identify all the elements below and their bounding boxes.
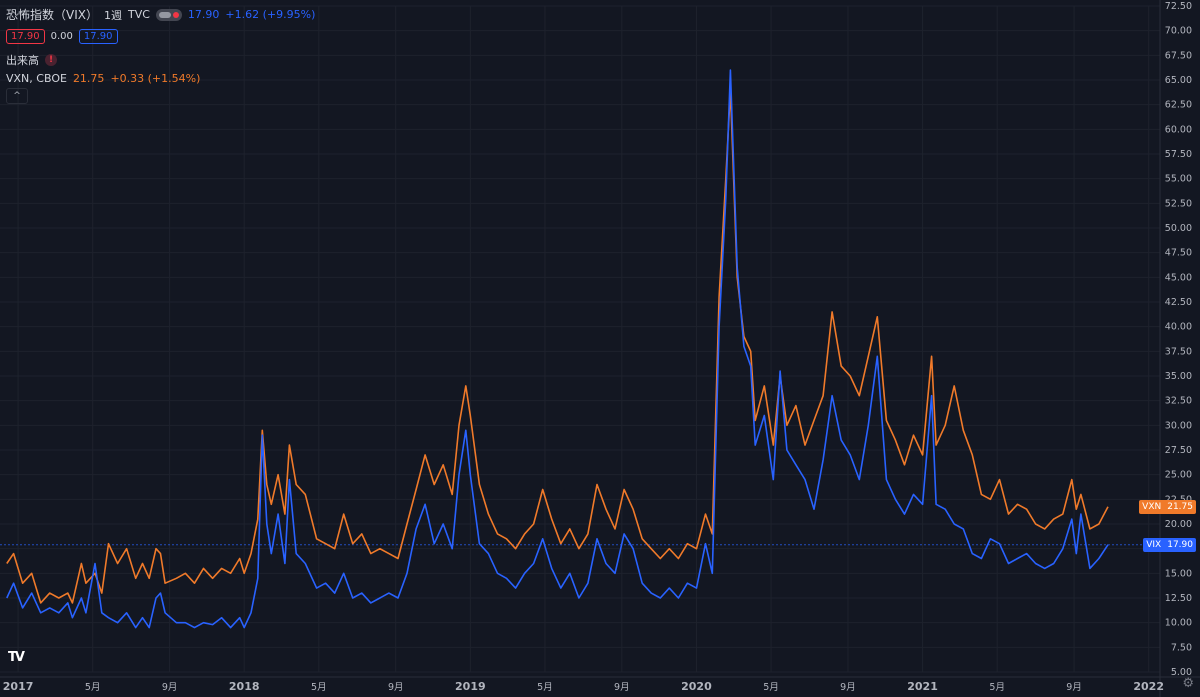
y-tick-label: 50.00	[1165, 223, 1192, 234]
grid-lines	[0, 5, 1160, 673]
x-tick-label: 9月	[840, 682, 856, 693]
y-tick-label: 12.50	[1165, 593, 1192, 604]
toggle-status-icon	[172, 11, 179, 18]
price-change: +1.62 (+9.95%)	[225, 8, 316, 21]
vxn-change: +0.33 (+1.54%)	[110, 72, 201, 85]
volume-legend: 出来高 !	[6, 52, 57, 68]
vxn-legend: VXN, CBOE 21.75 +0.33 (+1.54%)	[6, 72, 200, 85]
y-tick-label: 52.50	[1165, 198, 1192, 209]
toggle-knob-icon	[158, 11, 171, 18]
y-tick-label: 37.50	[1165, 346, 1192, 357]
symbol-title[interactable]: 恐怖指数（VIX）	[6, 8, 98, 22]
vxn-tag-name: VXN	[1142, 501, 1162, 512]
x-tick-label: 9月	[162, 682, 178, 693]
y-tick-label: 60.00	[1165, 124, 1192, 135]
y-tick-label: 10.00	[1165, 618, 1192, 629]
y-tick-label: 5.00	[1171, 667, 1192, 678]
y-tick-label: 70.00	[1165, 26, 1192, 37]
vix-price-tag: VIX 17.90	[1143, 537, 1196, 552]
y-tick-label: 72.50	[1165, 1, 1192, 12]
y-tick-label: 25.00	[1165, 470, 1192, 481]
x-tick-label: 5月	[989, 682, 1005, 693]
x-tick-label: 2022	[1133, 680, 1164, 693]
series-lines	[6, 69, 1109, 629]
ask-box[interactable]: 17.90	[78, 29, 118, 44]
y-tick-label: 65.00	[1165, 75, 1192, 86]
gear-icon[interactable]: ⚙	[1182, 676, 1194, 691]
vxn-label[interactable]: VXN, CBOE	[6, 72, 67, 85]
y-tick-label: 15.00	[1165, 568, 1192, 579]
x-tick-label: 2019	[455, 680, 486, 693]
collapse-legend-button[interactable]: ^	[6, 88, 28, 104]
volume-label[interactable]: 出来高	[6, 54, 39, 67]
y-tick-label: 45.00	[1165, 272, 1192, 283]
y-tick-label: 47.50	[1165, 248, 1192, 259]
visibility-toggle[interactable]	[155, 8, 182, 21]
y-tick-label: 42.50	[1165, 297, 1192, 308]
time-axis: 2017 5月 9月 2018 5月 9月 2019 5月 9月 2020 5月 9月 2021 5月 9月…	[0, 676, 1200, 693]
x-tick-label: 5月	[763, 682, 779, 693]
x-tick-label: 9月	[388, 682, 404, 693]
x-tick-label: 2021	[907, 680, 938, 693]
x-tick-label: 5月	[311, 682, 327, 693]
x-tick-label: 2018	[229, 680, 260, 693]
warning-icon[interactable]: !	[45, 54, 57, 66]
x-tick-label: 5月	[85, 682, 101, 693]
x-tick-label: 2020	[681, 680, 712, 693]
interval-label[interactable]: 1週	[103, 8, 122, 22]
x-tick-label: 9月	[614, 682, 630, 693]
y-tick-label: 7.50	[1171, 642, 1192, 653]
y-tick-label: 62.50	[1165, 100, 1192, 111]
y-tick-label: 32.50	[1165, 396, 1192, 407]
y-tick-label: 57.50	[1165, 149, 1192, 160]
series-line-vxn[interactable]	[6, 89, 1109, 604]
series-line-vix[interactable]	[6, 69, 1109, 629]
source-label: TVC	[127, 8, 150, 21]
y-tick-label: 35.00	[1165, 371, 1192, 382]
vxn-tag-value: 21.75	[1167, 501, 1193, 512]
y-tick-label: 27.50	[1165, 445, 1192, 456]
x-tick-label: 2017	[3, 680, 34, 693]
vix-tag-name: VIX	[1146, 539, 1162, 550]
spread-value: 0.00	[50, 31, 73, 42]
main-legend: 恐怖指数（VIX） 1週 TVC 17.90 +1.62 (+9.95%)	[6, 6, 315, 23]
y-tick-label: 67.50	[1165, 50, 1192, 61]
y-tick-label: 30.00	[1165, 420, 1192, 431]
last-price: 17.90	[187, 8, 220, 21]
y-tick-label: 55.00	[1165, 174, 1192, 185]
y-tick-label: 20.00	[1165, 519, 1192, 530]
vxn-price-tag: VXN 21.75	[1139, 499, 1196, 514]
x-tick-label: 5月	[537, 682, 553, 693]
price-axis: 5.007.5010.0012.5015.0017.5020.0022.5025…	[1159, 0, 1192, 697]
y-tick-label: 40.00	[1165, 322, 1192, 333]
tradingview-logo[interactable]: TV	[8, 650, 25, 665]
bid-box[interactable]: 17.90	[6, 29, 45, 44]
x-tick-label: 9月	[1066, 682, 1082, 693]
vix-tag-value: 17.90	[1167, 539, 1193, 550]
vxn-value: 21.75	[72, 72, 105, 85]
quote-row: 17.90 0.00 17.90	[6, 29, 118, 44]
